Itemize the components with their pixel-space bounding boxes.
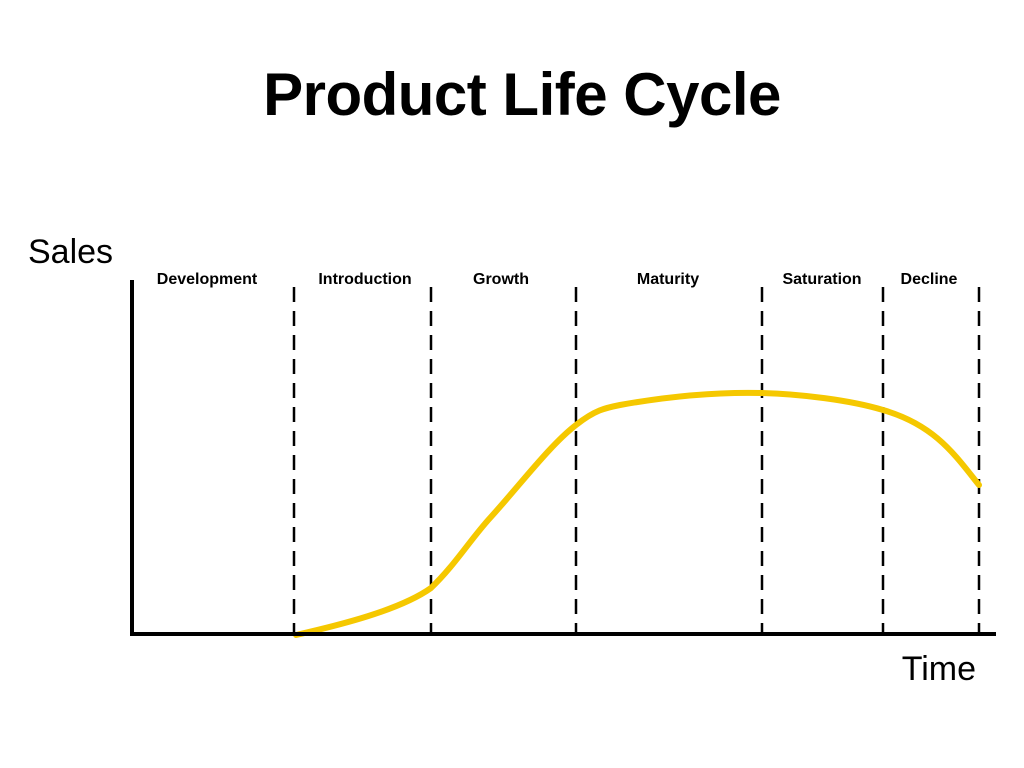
x-axis-label: Time <box>902 650 976 688</box>
phase-labels: Development Introduction Growth Maturity… <box>157 271 958 288</box>
phase-label-introduction: Introduction <box>318 271 411 288</box>
phase-dividers <box>292 287 981 633</box>
phase-label-growth: Growth <box>473 271 529 288</box>
phase-label-maturity: Maturity <box>637 271 699 288</box>
y-axis-label: Sales <box>28 233 113 271</box>
phase-label-saturation: Saturation <box>782 271 861 288</box>
slide-title: Product Life Cycle <box>263 61 781 128</box>
phase-label-decline: Decline <box>901 271 958 288</box>
sales-curve <box>293 389 982 638</box>
phase-label-development: Development <box>157 271 258 288</box>
